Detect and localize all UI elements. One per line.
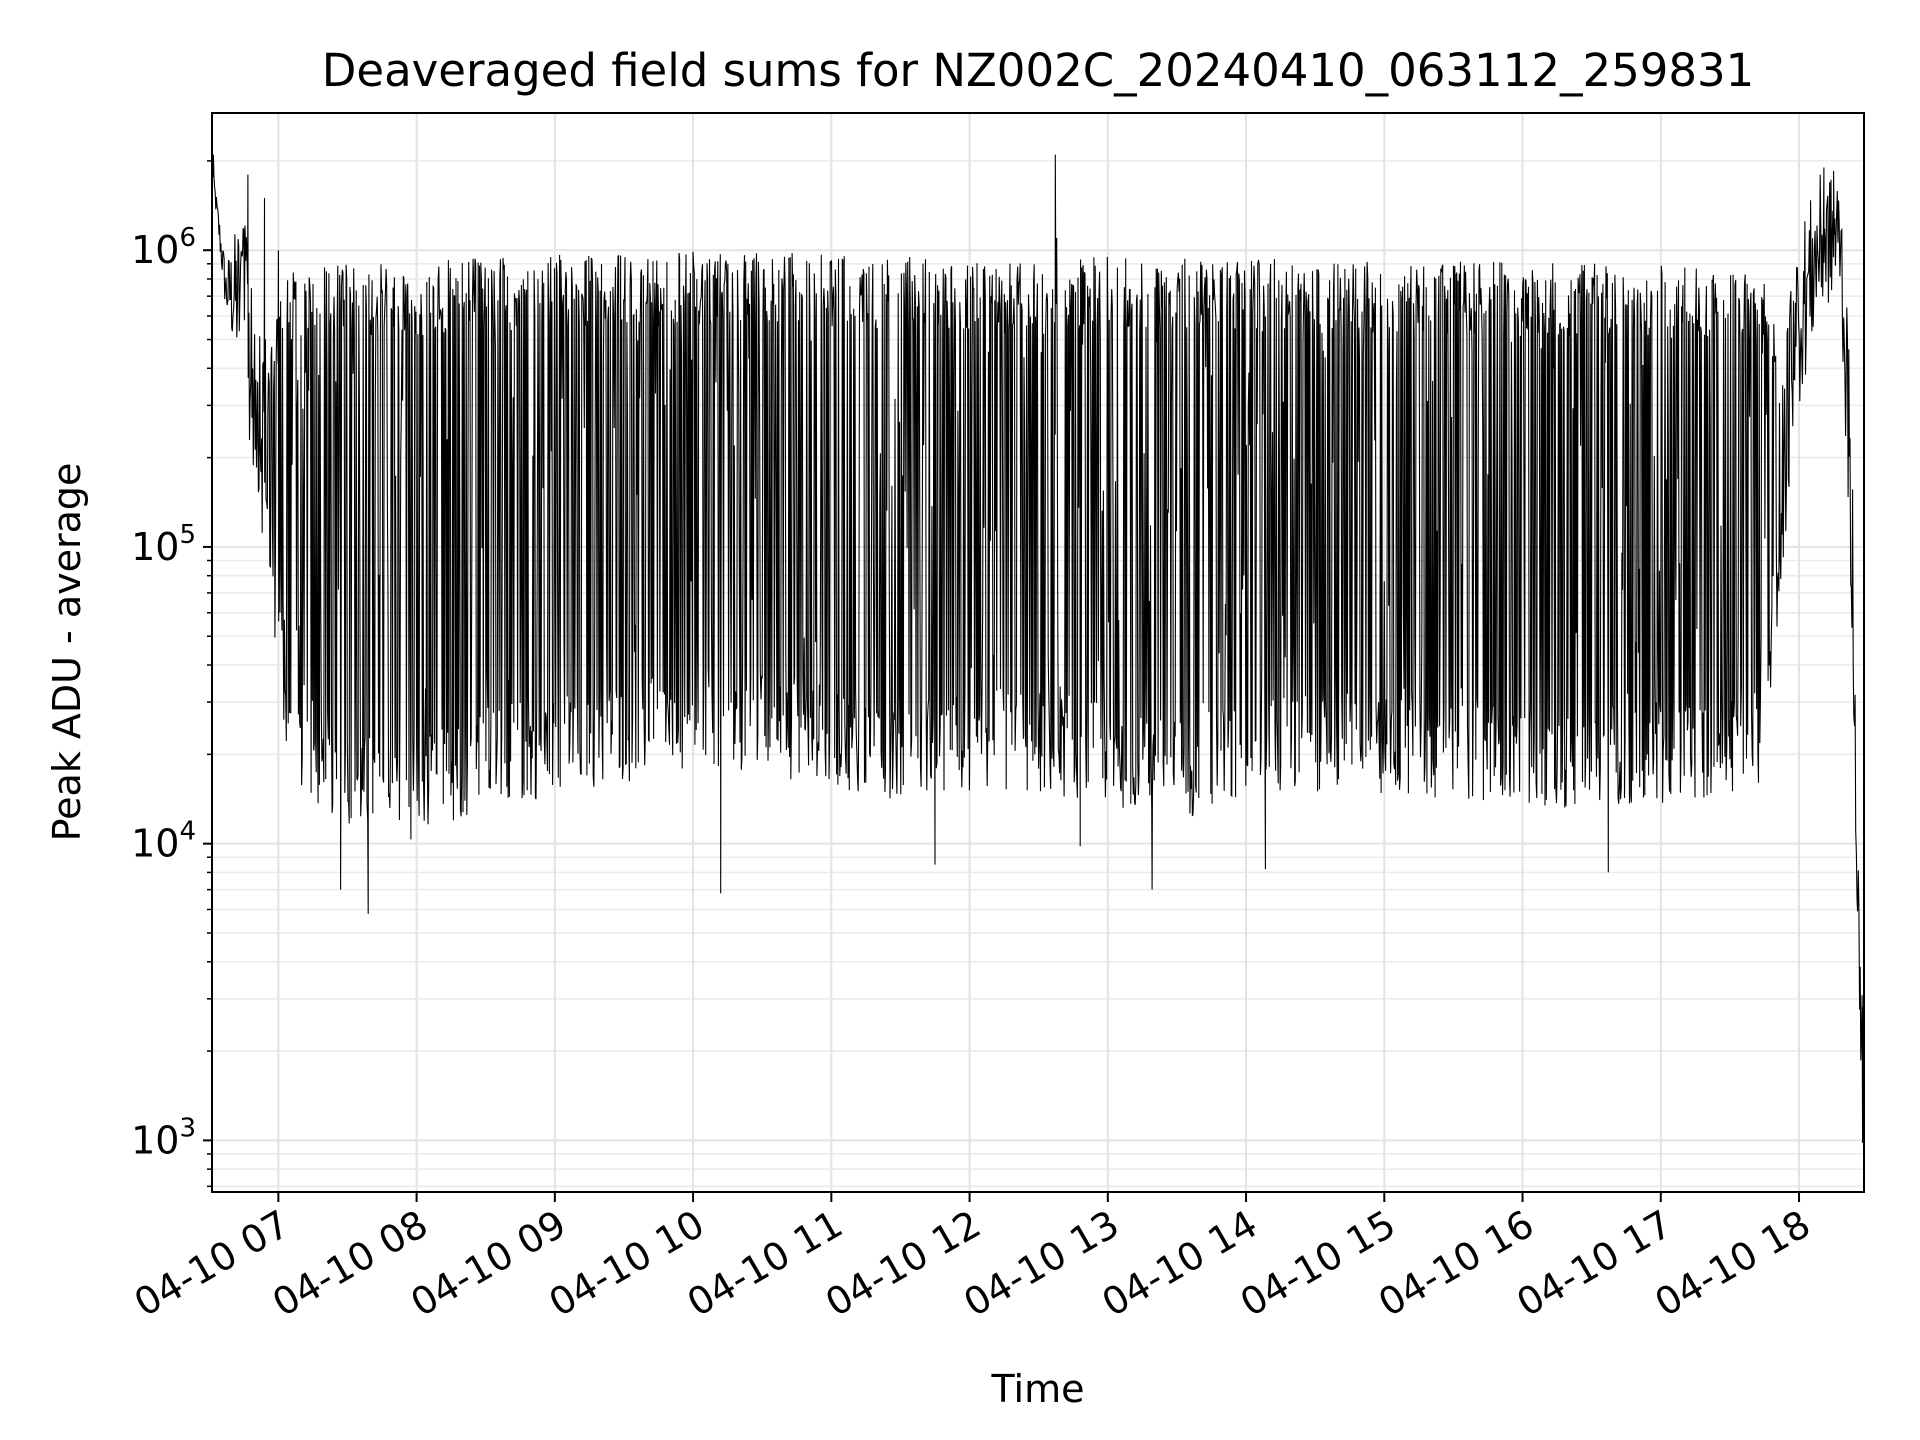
series-line-area — [211, 154, 1865, 1144]
y-tick-label: 105 — [131, 520, 196, 569]
x-axis-label: Time — [991, 1367, 1085, 1411]
plot-frame — [211, 112, 1865, 1193]
y-tick-label: 104 — [131, 817, 196, 866]
chart-title: Deaveraged field sums for NZ002C_2024041… — [322, 44, 1754, 97]
y-tick-label: 103 — [131, 1113, 196, 1162]
y-axis-label: Peak ADU - average — [45, 463, 89, 842]
y-tick-label: 106 — [131, 223, 196, 272]
series-line — [211, 154, 1865, 1144]
